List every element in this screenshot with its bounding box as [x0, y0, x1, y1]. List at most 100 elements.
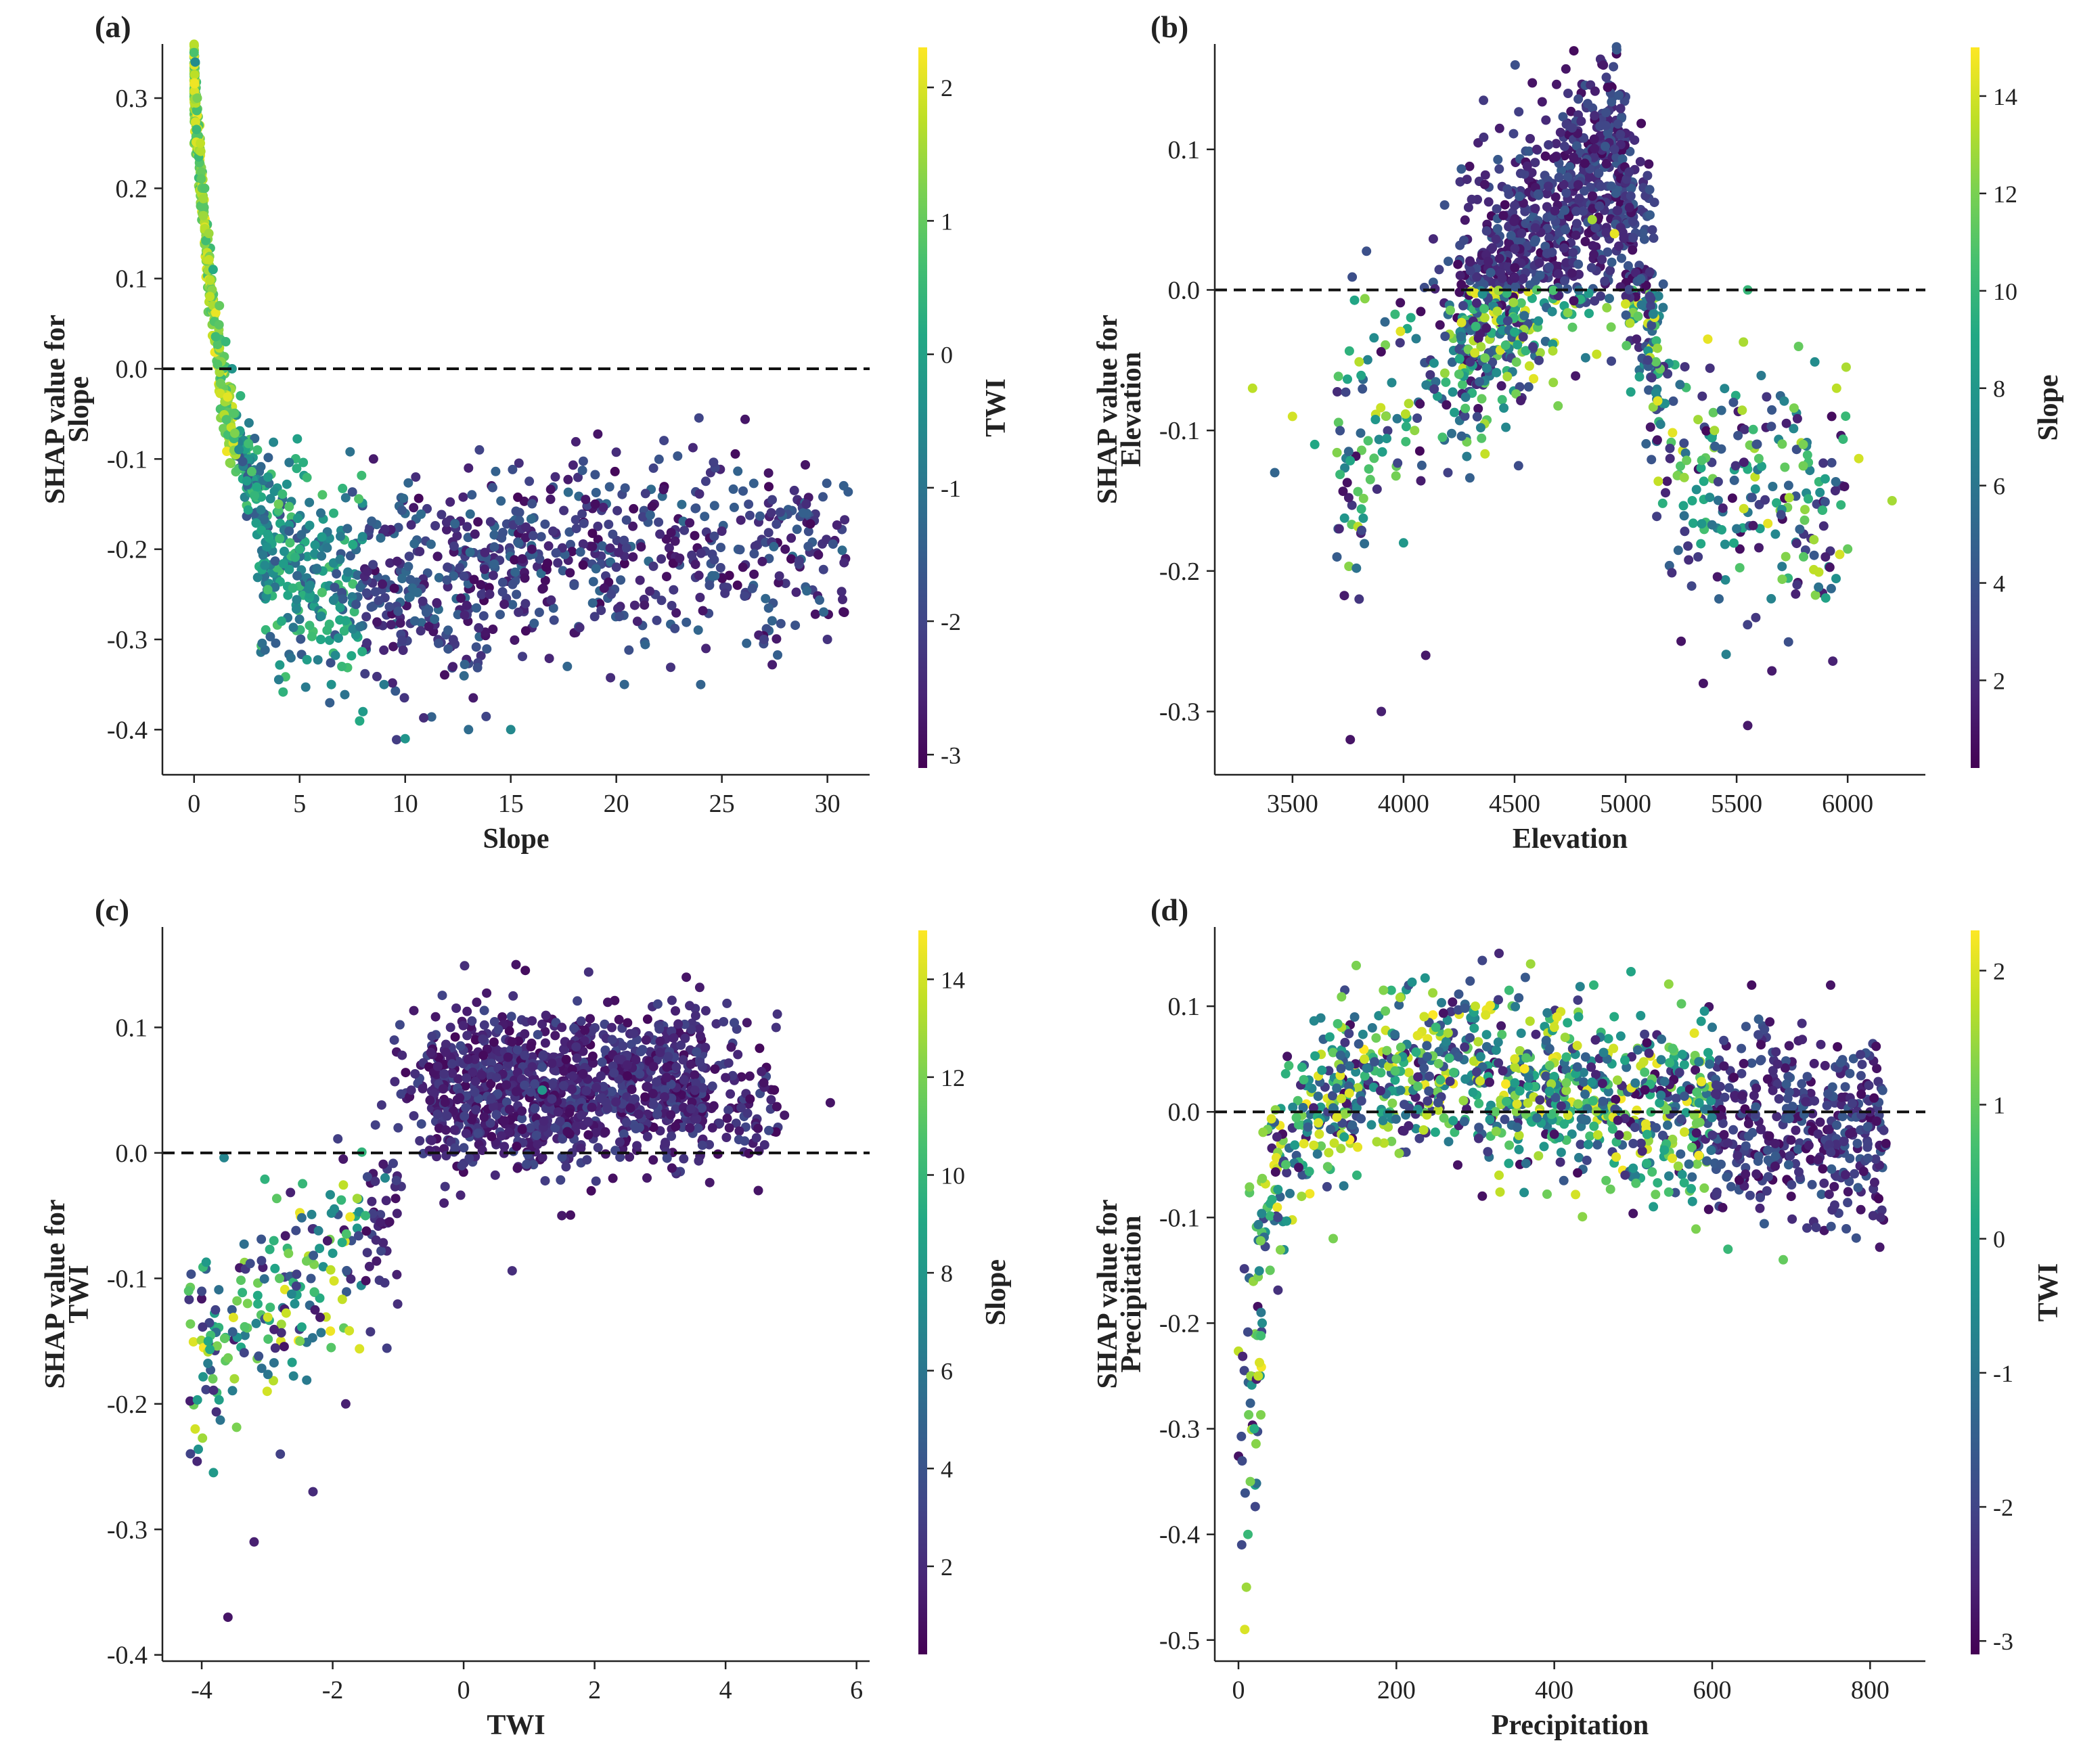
scatter-point	[1737, 1068, 1747, 1079]
scatter-point	[625, 1152, 635, 1162]
y-axis-label-line2: Elevation	[1116, 352, 1147, 467]
data-point	[426, 1047, 436, 1058]
scatter-point	[520, 626, 531, 636]
scatter-point	[251, 518, 261, 528]
scatter-point	[1603, 83, 1613, 93]
scatter-point	[302, 472, 312, 482]
scatter-point	[410, 616, 420, 626]
scatter-point	[613, 604, 623, 614]
scatter-point	[1762, 392, 1772, 402]
scatter-point	[307, 631, 317, 641]
scatter-point	[1779, 396, 1789, 406]
scatter-point	[628, 552, 638, 562]
scatter-point	[514, 516, 524, 526]
scatter-point	[1678, 501, 1689, 511]
scatter-point	[393, 522, 403, 533]
data-point	[654, 517, 664, 527]
colorbar-tick-label: 2	[1993, 667, 2005, 694]
scatter-point	[438, 1084, 448, 1094]
scatter-point	[1345, 455, 1356, 466]
scatter-point	[467, 1114, 476, 1125]
scatter-point	[360, 669, 370, 679]
scatter-point	[322, 1236, 332, 1246]
scatter-point	[1530, 223, 1540, 233]
scatter-point	[250, 491, 260, 501]
scatter-point	[280, 1231, 290, 1241]
scatter-point	[441, 518, 451, 527]
data-point	[464, 463, 474, 473]
scatter-point	[1502, 316, 1513, 326]
scatter-point	[486, 1079, 496, 1089]
data-point	[1510, 327, 1519, 337]
scatter-point	[728, 1070, 738, 1081]
scatter-point	[598, 541, 607, 551]
scatter-point	[1382, 434, 1391, 444]
scatter-point	[330, 1204, 339, 1214]
scatter-point	[1633, 311, 1643, 321]
scatter-point	[709, 457, 719, 468]
scatter-point	[271, 1194, 282, 1204]
scatter-point	[638, 512, 648, 522]
scatter-point	[1410, 1092, 1421, 1102]
scatter-point	[316, 611, 326, 621]
scatter-point	[1630, 135, 1640, 145]
scatter-point	[1561, 1135, 1571, 1145]
scatter-point	[355, 716, 365, 726]
scatter-point	[1818, 505, 1828, 515]
y-tick-label: -0.4	[107, 1642, 148, 1670]
scatter-point	[397, 505, 407, 516]
scatter-point	[1555, 1157, 1565, 1167]
scatter-point	[395, 618, 405, 628]
scatter-point	[489, 530, 499, 540]
scatter-point	[559, 1044, 568, 1054]
scatter-point	[736, 1072, 746, 1082]
scatter-point	[776, 618, 786, 629]
scatter-point	[1703, 1047, 1713, 1058]
scatter-point	[1614, 241, 1624, 251]
scatter-cloud	[184, 961, 783, 1478]
scatter-point	[729, 502, 739, 512]
scatter-point	[1351, 563, 1362, 573]
colorbar-tick-label: -1	[941, 475, 961, 502]
scatter-point	[388, 1158, 398, 1169]
scatter-point	[1561, 258, 1571, 268]
scatter-point	[1563, 308, 1573, 318]
scatter-point	[763, 468, 774, 478]
scatter-point	[456, 593, 466, 604]
scatter-point	[700, 1043, 711, 1052]
scatter-point	[197, 1294, 206, 1304]
data-point	[326, 679, 336, 689]
scatter-point	[337, 1238, 347, 1248]
scatter-point	[1494, 123, 1504, 133]
scatter-point	[1679, 438, 1689, 448]
data-point	[1554, 173, 1564, 183]
scatter-point	[376, 1246, 386, 1256]
scatter-point	[1237, 1456, 1247, 1466]
colorbar-label: Slope	[2033, 374, 2064, 440]
scatter-point	[1401, 422, 1411, 432]
scatter-point	[222, 447, 232, 456]
scatter-point	[1641, 438, 1651, 449]
scatter-point	[588, 576, 598, 587]
scatter-point	[292, 434, 303, 444]
scatter-point	[1358, 493, 1368, 503]
scatter-point	[298, 1179, 308, 1189]
scatter-point	[538, 583, 548, 593]
scatter-point	[733, 1049, 743, 1060]
scatter-point	[694, 1156, 704, 1166]
data-point	[393, 1123, 403, 1133]
scatter-point	[1601, 72, 1611, 83]
scatter-point	[488, 625, 498, 634]
scatter-point	[1668, 396, 1678, 406]
scatter-point	[656, 595, 667, 606]
scatter-point	[1717, 525, 1726, 535]
scatter-point	[772, 634, 782, 644]
scatter-point	[1757, 461, 1766, 472]
scatter-point	[1485, 267, 1496, 277]
scatter-point	[334, 633, 343, 643]
scatter-point	[1420, 973, 1430, 983]
scatter-point	[345, 447, 355, 457]
scatter-point	[340, 493, 351, 503]
y-tick-label: 0.3	[116, 85, 148, 113]
scatter-point	[662, 572, 671, 582]
